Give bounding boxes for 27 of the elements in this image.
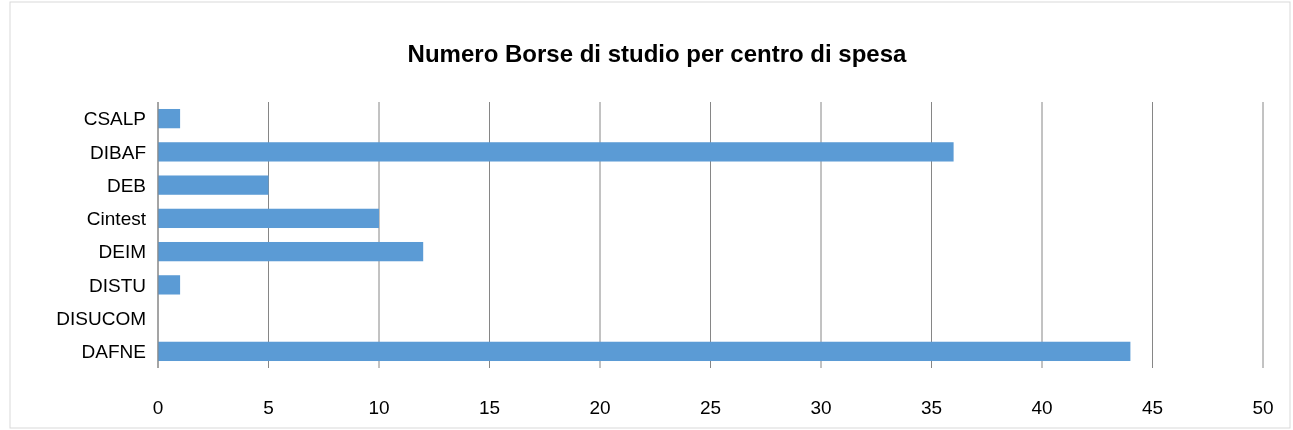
y-tick-label: DEIM <box>98 241 146 263</box>
y-tick-label: DEB <box>106 174 146 196</box>
bar <box>158 108 181 129</box>
y-tick-label: DISTU <box>89 274 146 296</box>
bar <box>158 341 1131 362</box>
x-tick-label: 20 <box>589 397 611 418</box>
x-tick-label: 10 <box>368 397 390 418</box>
x-tick-label: 45 <box>1141 397 1164 418</box>
y-tick-label: CSALP <box>83 108 146 130</box>
bar <box>158 142 954 162</box>
bar <box>158 275 181 295</box>
bar <box>158 175 269 195</box>
x-tick-label: 30 <box>810 397 832 418</box>
x-tick-label: 25 <box>699 397 722 418</box>
y-tick-label: DIBAF <box>90 141 146 163</box>
bar <box>158 208 379 229</box>
x-tick-label: 50 <box>1252 397 1274 418</box>
x-tick-label: 5 <box>263 397 274 418</box>
y-tick-label: Cintest <box>86 208 147 230</box>
y-tick-label: DAFNE <box>81 341 146 363</box>
y-tick-label: DISUCOM <box>56 307 146 329</box>
x-tick-label: 15 <box>478 397 501 418</box>
x-tick-label: 40 <box>1031 397 1053 418</box>
x-tick-label: 0 <box>152 397 164 418</box>
chart-title: Numero Borse di studio per centro di spesa <box>407 40 908 67</box>
bar <box>158 241 424 262</box>
x-tick-label: 35 <box>920 397 943 418</box>
